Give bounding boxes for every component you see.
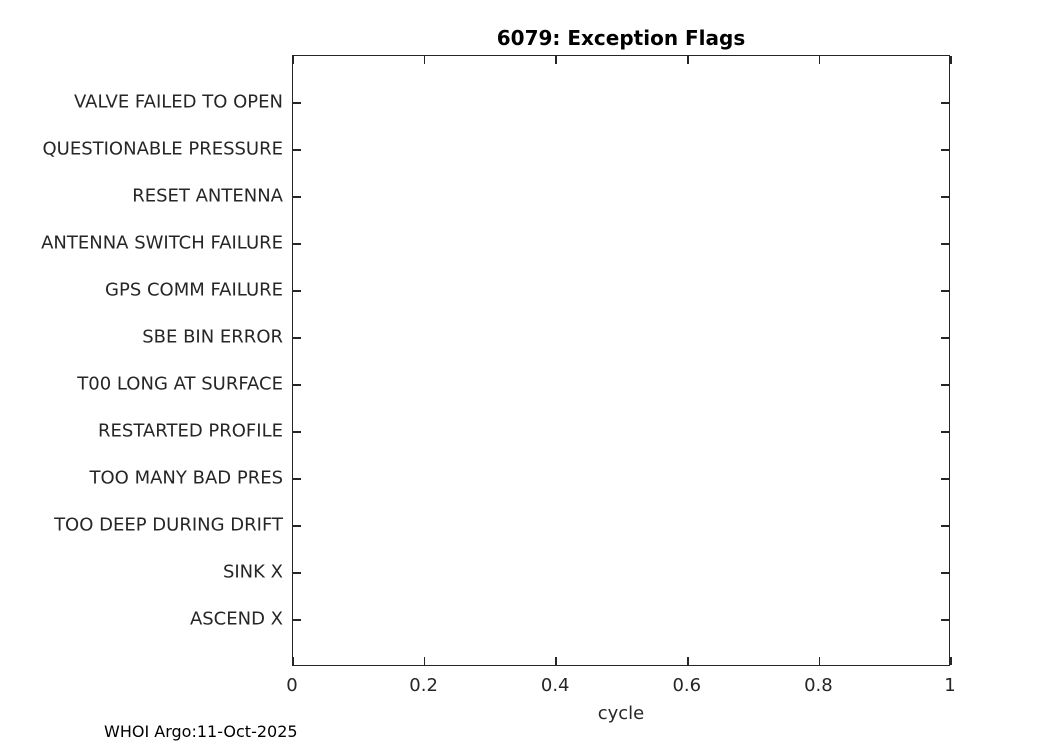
axis-tick bbox=[555, 56, 557, 64]
axis-tick bbox=[941, 525, 949, 527]
axis-tick bbox=[292, 56, 294, 64]
x-tick-label: 0.4 bbox=[540, 675, 570, 696]
axis-tick bbox=[941, 243, 949, 245]
axis-tick bbox=[941, 572, 949, 574]
y-tick-label: T00 LONG AT SURFACE bbox=[77, 373, 283, 395]
axis-tick bbox=[941, 196, 949, 198]
axis-tick bbox=[687, 657, 689, 665]
x-tick-label: 0.8 bbox=[804, 675, 833, 696]
axis-tick bbox=[941, 431, 949, 433]
axis-tick bbox=[687, 56, 689, 64]
y-tick-label: SBE BIN ERROR bbox=[142, 326, 283, 348]
axis-tick bbox=[423, 56, 426, 64]
plot-area bbox=[292, 55, 952, 666]
y-axis-labels: VALVE FAILED TO OPEN QUESTIONABLE PRESSUR… bbox=[0, 55, 283, 666]
y-tick-label: QUESTIONABLE PRESSURE bbox=[42, 138, 283, 160]
axis-tick bbox=[941, 149, 949, 151]
axis-tick bbox=[818, 657, 821, 665]
axis-tick bbox=[293, 337, 301, 339]
chart-title: 6079: Exception Flags bbox=[496, 26, 746, 50]
y-tick-label: VALVE FAILED TO OPEN bbox=[74, 91, 283, 113]
axis-tick bbox=[292, 657, 294, 665]
axis-tick bbox=[293, 290, 301, 292]
axis-tick bbox=[293, 102, 301, 104]
y-tick-label: ANTENNA SWITCH FAILURE bbox=[41, 232, 283, 254]
axis-tick bbox=[293, 619, 301, 621]
y-tick-label: TOO DEEP DURING DRIFT bbox=[54, 514, 283, 536]
axis-tick bbox=[293, 572, 301, 574]
axis-tick bbox=[941, 102, 949, 104]
axis-tick bbox=[293, 384, 301, 386]
axis-tick bbox=[293, 478, 301, 480]
x-tick-label: 0.2 bbox=[409, 675, 438, 696]
y-tick-label: RESTARTED PROFILE bbox=[98, 420, 283, 442]
axis-tick bbox=[941, 384, 949, 386]
y-tick-label: GPS COMM FAILURE bbox=[105, 279, 283, 301]
axis-tick bbox=[293, 196, 301, 198]
y-tick-label: RESET ANTENNA bbox=[132, 185, 283, 207]
axis-tick bbox=[293, 525, 301, 527]
y-tick-label: TOO MANY BAD PRES bbox=[89, 467, 283, 489]
axis-tick bbox=[950, 657, 952, 665]
axis-tick bbox=[293, 243, 301, 245]
axis-tick bbox=[941, 290, 949, 292]
x-tick-label: 0.6 bbox=[672, 675, 702, 696]
y-tick-label: ASCEND X bbox=[189, 608, 283, 630]
axis-tick bbox=[555, 657, 557, 665]
axis-tick bbox=[293, 149, 301, 151]
axis-tick bbox=[941, 478, 949, 480]
axis-tick bbox=[941, 337, 949, 339]
axis-tick bbox=[950, 56, 952, 64]
axis-tick bbox=[293, 431, 301, 433]
x-axis-title: cycle bbox=[597, 703, 645, 724]
axis-tick bbox=[423, 657, 426, 665]
axis-tick bbox=[941, 619, 949, 621]
y-tick-label: SINK X bbox=[222, 561, 283, 583]
x-tick-label: 1 bbox=[944, 675, 956, 696]
x-axis-labels: 0 0.2 0.4 0.6 0.8 1 bbox=[286, 671, 955, 696]
x-tick-label: 0 bbox=[286, 675, 298, 696]
footer-note: WHOI Argo:11-Oct-2025 bbox=[104, 722, 298, 741]
axis-tick bbox=[818, 56, 821, 64]
